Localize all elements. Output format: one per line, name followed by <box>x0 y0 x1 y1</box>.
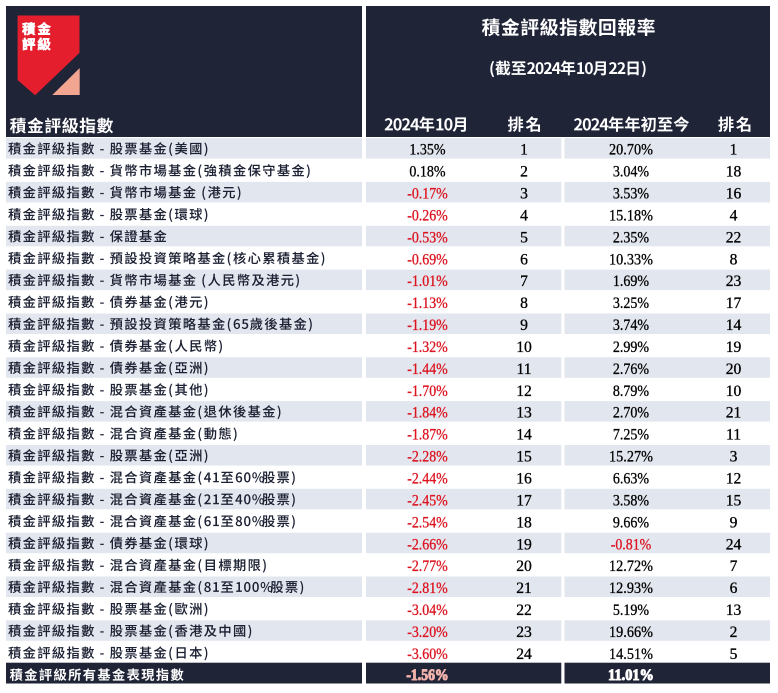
svg-text:6: 6 <box>730 580 738 597</box>
svg-text:-1.87%: -1.87% <box>407 427 448 444</box>
svg-text:12: 12 <box>516 383 532 400</box>
svg-text:22: 22 <box>516 602 532 619</box>
svg-text:5: 5 <box>520 229 528 246</box>
svg-text:-1.01%: -1.01% <box>407 273 448 290</box>
svg-text:7.25%: 7.25% <box>613 427 649 444</box>
svg-text:7: 7 <box>520 273 528 290</box>
svg-text:5.19%: 5.19% <box>613 602 649 619</box>
svg-text:12.72%: 12.72% <box>609 558 653 575</box>
svg-text:11: 11 <box>516 361 531 378</box>
svg-text:19: 19 <box>726 339 742 356</box>
svg-text:16: 16 <box>516 471 532 488</box>
svg-text:1.35%: 1.35% <box>409 142 445 159</box>
svg-text:6.63%: 6.63% <box>613 471 649 488</box>
svg-text:6: 6 <box>520 251 528 268</box>
svg-text:15.27%: 15.27% <box>609 449 653 466</box>
svg-text:-1.70%: -1.70% <box>407 383 448 400</box>
svg-text:17: 17 <box>516 492 532 509</box>
svg-text:20.70%: 20.70% <box>609 142 653 159</box>
svg-text:3.04%: 3.04% <box>613 164 649 181</box>
svg-text:-3.60%: -3.60% <box>407 646 448 663</box>
svg-text:-2.28%: -2.28% <box>407 449 448 466</box>
svg-text:21: 21 <box>516 580 532 597</box>
svg-text:1.69%: 1.69% <box>613 273 649 290</box>
svg-text:22: 22 <box>726 229 742 246</box>
svg-text:-1.32%: -1.32% <box>407 339 448 356</box>
svg-text:13: 13 <box>516 405 532 422</box>
svg-text:15.18%: 15.18% <box>609 208 653 225</box>
svg-text:10: 10 <box>516 339 532 356</box>
svg-text:-0.17%: -0.17% <box>407 186 448 203</box>
svg-text:9.66%: 9.66% <box>613 514 649 531</box>
svg-text:-2.54%: -2.54% <box>407 514 448 531</box>
svg-text:11: 11 <box>726 427 741 444</box>
svg-text:24: 24 <box>516 646 532 663</box>
svg-text:23: 23 <box>726 273 742 290</box>
svg-text:12: 12 <box>726 471 742 488</box>
svg-text:18: 18 <box>516 514 532 531</box>
svg-text:13: 13 <box>726 602 742 619</box>
svg-text:2.99%: 2.99% <box>613 339 649 356</box>
svg-text:2.35%: 2.35% <box>613 229 649 246</box>
svg-text:-1.19%: -1.19% <box>407 317 448 334</box>
svg-text:3.74%: 3.74% <box>613 317 649 334</box>
svg-text:9: 9 <box>730 514 738 531</box>
svg-text:-2.81%: -2.81% <box>407 580 448 597</box>
svg-text:3.53%: 3.53% <box>613 186 649 203</box>
svg-text:23: 23 <box>516 624 532 641</box>
svg-text:1: 1 <box>520 142 528 159</box>
svg-text:14: 14 <box>516 427 532 444</box>
svg-text:-3.04%: -3.04% <box>407 602 448 619</box>
svg-text:8: 8 <box>520 295 528 312</box>
svg-text:10.33%: 10.33% <box>609 251 653 268</box>
svg-text:14.51%: 14.51% <box>609 646 653 663</box>
svg-text:18: 18 <box>726 164 742 181</box>
svg-text:3.58%: 3.58% <box>613 492 649 509</box>
svg-text:2: 2 <box>730 624 738 641</box>
svg-text:-2.66%: -2.66% <box>407 536 448 553</box>
svg-text:3.25%: 3.25% <box>613 295 649 312</box>
svg-text:-1.84%: -1.84% <box>407 405 448 422</box>
svg-text:2.70%: 2.70% <box>613 405 649 422</box>
svg-text:21: 21 <box>726 405 742 422</box>
svg-text:-0.81%: -0.81% <box>611 536 652 553</box>
svg-text:19: 19 <box>516 536 532 553</box>
svg-text:-1.56%: -1.56% <box>406 667 448 684</box>
svg-text:0.18%: 0.18% <box>409 164 445 181</box>
svg-text:10: 10 <box>726 383 742 400</box>
svg-text:9: 9 <box>520 317 528 334</box>
svg-text:-2.77%: -2.77% <box>407 558 448 575</box>
svg-text:11.01%: 11.01% <box>608 667 654 684</box>
svg-text:20: 20 <box>726 361 742 378</box>
svg-text:2.76%: 2.76% <box>613 361 649 378</box>
svg-text:3: 3 <box>730 449 738 466</box>
svg-text:-1.13%: -1.13% <box>407 295 448 312</box>
svg-text:3: 3 <box>520 186 528 203</box>
svg-text:7: 7 <box>730 558 738 575</box>
svg-text:20: 20 <box>516 558 532 575</box>
svg-text:8.79%: 8.79% <box>613 383 649 400</box>
svg-text:4: 4 <box>730 208 738 225</box>
svg-text:15: 15 <box>726 492 742 509</box>
svg-text:-0.26%: -0.26% <box>407 208 448 225</box>
svg-text:-0.69%: -0.69% <box>407 251 448 268</box>
svg-text:24: 24 <box>726 536 742 553</box>
svg-text:12.93%: 12.93% <box>609 580 653 597</box>
svg-text:17: 17 <box>726 295 742 312</box>
svg-text:-1.44%: -1.44% <box>407 361 448 378</box>
svg-text:14: 14 <box>726 317 742 334</box>
svg-text:15: 15 <box>516 449 532 466</box>
svg-text:4: 4 <box>520 208 528 225</box>
svg-text:-2.45%: -2.45% <box>407 492 448 509</box>
svg-text:19.66%: 19.66% <box>609 624 653 641</box>
svg-text:16: 16 <box>726 186 742 203</box>
svg-text:-0.53%: -0.53% <box>407 229 448 246</box>
svg-text:-2.44%: -2.44% <box>407 471 448 488</box>
svg-text:8: 8 <box>730 251 738 268</box>
svg-text:5: 5 <box>730 646 738 663</box>
svg-text:-3.20%: -3.20% <box>407 624 448 641</box>
svg-text:1: 1 <box>730 142 738 159</box>
svg-text:2: 2 <box>520 164 528 181</box>
